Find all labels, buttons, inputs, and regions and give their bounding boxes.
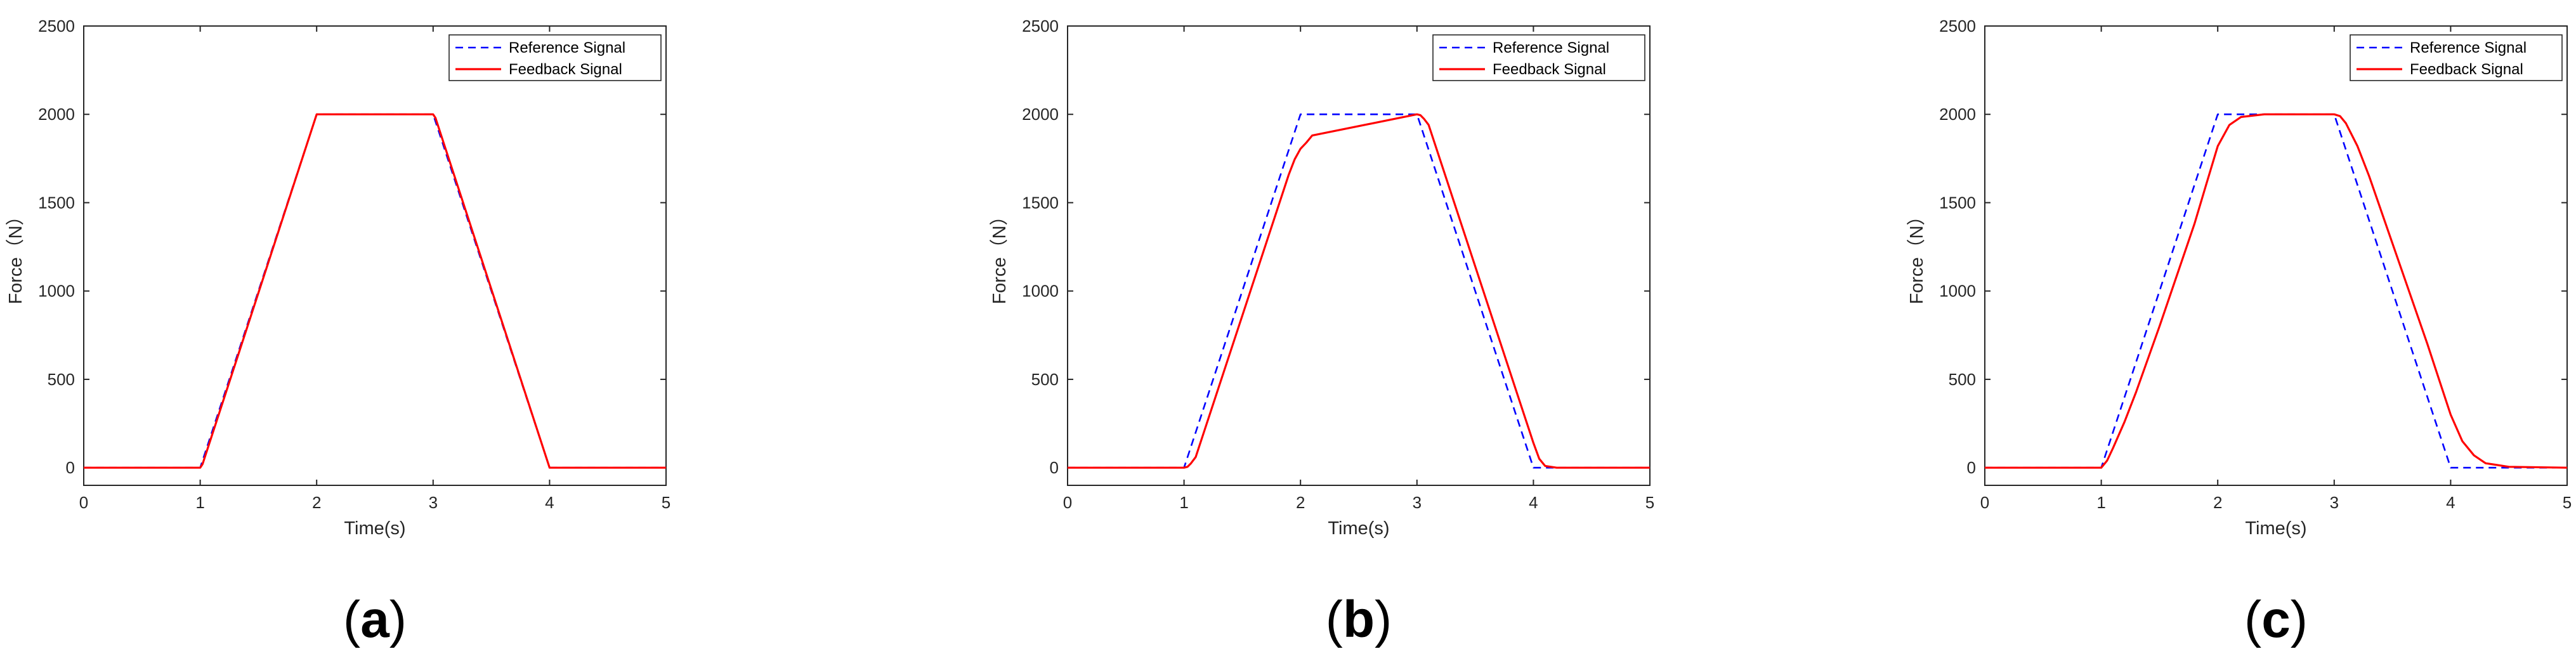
y-tick-label: 1500 bbox=[1939, 193, 1976, 212]
caption-close-paren: ) bbox=[1375, 591, 1392, 648]
panel-caption: (a) bbox=[343, 591, 407, 648]
y-tick-label: 2500 bbox=[1022, 16, 1059, 36]
caption-open-paren: ( bbox=[2244, 591, 2261, 648]
chart-panel-a: 0 1 2 3 4 5 0 500 1000 1500 2000 2500 Time(s) Force（N… bbox=[6, 16, 670, 648]
x-tick-label: 0 bbox=[1980, 493, 1989, 512]
plot-area bbox=[83, 25, 667, 486]
chart-panel-c: 0 1 2 3 4 5 0 500 1000 1500 2000 2500 Time(s) Force（N… bbox=[1907, 16, 2572, 648]
x-tick-label: 5 bbox=[1645, 493, 1654, 512]
caption-close-paren: ) bbox=[389, 591, 407, 648]
legend-box bbox=[1432, 34, 1645, 81]
x-tick-label: 3 bbox=[2330, 493, 2339, 512]
x-tick-label: 0 bbox=[79, 493, 88, 512]
x-axis-label: Time(s) bbox=[2245, 518, 2306, 539]
y-tick-label: 1500 bbox=[38, 193, 75, 212]
caption-letter: c bbox=[2261, 591, 2291, 648]
y-tick-label: 2500 bbox=[1939, 16, 1976, 36]
series-line-feedback-signal bbox=[1985, 113, 2568, 469]
x-tick-label: 4 bbox=[2446, 493, 2455, 512]
caption-open-paren: ( bbox=[343, 591, 360, 648]
legend: Reference Signal Feedback Signal bbox=[448, 34, 662, 81]
series-line-feedback-signal bbox=[1068, 113, 1650, 469]
plot-area bbox=[1984, 25, 2568, 486]
plot-area bbox=[1067, 25, 1651, 486]
x-tick-label: 2 bbox=[1296, 493, 1305, 512]
y-tick-label: 0 bbox=[1050, 458, 1059, 477]
y-axis-label: Force（N） bbox=[990, 207, 1010, 304]
x-tick-label: 5 bbox=[662, 493, 670, 512]
caption-letter: a bbox=[360, 591, 390, 648]
x-tick-label: 4 bbox=[1529, 493, 1538, 512]
x-tick-label: 1 bbox=[195, 493, 204, 512]
x-tick-label: 4 bbox=[545, 493, 554, 512]
y-tick-label: 1000 bbox=[1939, 282, 1976, 301]
legend-box bbox=[448, 34, 662, 81]
y-tick-label: 1000 bbox=[38, 282, 75, 301]
x-axis-label: Time(s) bbox=[344, 518, 405, 539]
x-tick-label: 0 bbox=[1063, 493, 1072, 512]
y-tick-label: 500 bbox=[48, 370, 75, 389]
y-tick-label: 0 bbox=[1967, 458, 1976, 477]
caption-close-paren: ) bbox=[2291, 591, 2308, 648]
y-axis-label: Force（N） bbox=[6, 207, 26, 304]
y-tick-label: 1000 bbox=[1022, 282, 1059, 301]
x-tick-label: 2 bbox=[2213, 493, 2222, 512]
legend: Reference Signal Feedback Signal bbox=[2350, 34, 2563, 81]
series-line-feedback-signal bbox=[84, 113, 666, 469]
legend-box bbox=[2350, 34, 2563, 81]
y-axis-label: Force（N） bbox=[1907, 207, 1927, 304]
legend: Reference Signal Feedback Signal bbox=[1432, 34, 1645, 81]
y-tick-label: 0 bbox=[66, 458, 75, 477]
x-tick-label: 3 bbox=[1413, 493, 1422, 512]
y-tick-label: 2500 bbox=[38, 16, 75, 36]
y-tick-label: 500 bbox=[1949, 370, 1976, 389]
x-tick-label: 5 bbox=[2563, 493, 2572, 512]
y-tick-label: 2000 bbox=[1022, 105, 1059, 124]
x-axis-label: Time(s) bbox=[1328, 518, 1389, 539]
y-tick-label: 500 bbox=[1031, 370, 1059, 389]
chart-panel-b: 0 1 2 3 4 5 0 500 1000 1500 2000 2500 Time(s) Force（N… bbox=[990, 16, 1654, 648]
x-tick-label: 3 bbox=[429, 493, 438, 512]
y-tick-label: 2000 bbox=[38, 105, 75, 124]
legend-label-feedback-signal: Feedback Signal bbox=[509, 61, 622, 78]
y-tick-label: 1500 bbox=[1022, 193, 1059, 212]
legend-label-reference-signal: Reference Signal bbox=[509, 39, 625, 56]
panel-caption: (c) bbox=[2244, 591, 2308, 648]
x-tick-label: 1 bbox=[1179, 493, 1188, 512]
legend-label-feedback-signal: Feedback Signal bbox=[1493, 61, 1606, 78]
x-tick-label: 1 bbox=[2096, 493, 2105, 512]
legend-label-feedback-signal: Feedback Signal bbox=[2410, 61, 2523, 78]
legend-label-reference-signal: Reference Signal bbox=[1493, 39, 1609, 56]
x-tick-label: 2 bbox=[312, 493, 321, 512]
y-tick-label: 2000 bbox=[1939, 105, 1976, 124]
legend-label-reference-signal: Reference Signal bbox=[2410, 39, 2527, 56]
caption-letter: b bbox=[1343, 591, 1375, 648]
caption-open-paren: ( bbox=[1326, 591, 1343, 648]
panel-caption: (b) bbox=[1326, 591, 1392, 648]
